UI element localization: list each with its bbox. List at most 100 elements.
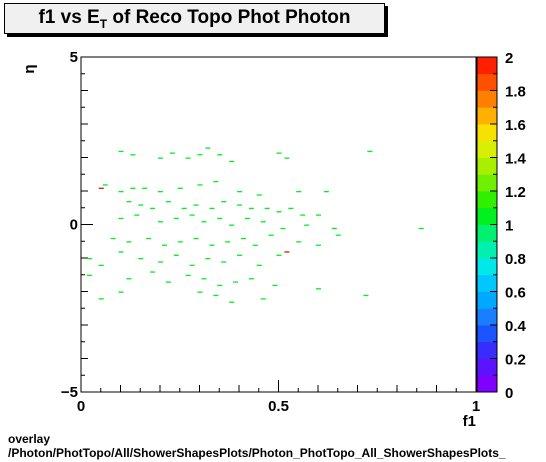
data-cell	[165, 281, 171, 283]
data-cell	[118, 251, 124, 253]
x-tick-label: 0.5	[268, 398, 289, 415]
data-cell	[138, 258, 144, 260]
data-cell	[161, 244, 167, 246]
footer-overlay-label: overlay	[8, 432, 51, 446]
data-cell	[316, 244, 321, 246]
data-cell	[276, 152, 282, 154]
palette-band	[477, 224, 497, 242]
data-cell	[197, 184, 203, 186]
data-cell	[189, 264, 195, 266]
data-cell	[177, 241, 183, 243]
x-tick-label: 1	[472, 398, 480, 415]
palette-band	[477, 107, 497, 125]
data-cell	[256, 264, 262, 266]
chart-title-main: f1 vs E	[38, 7, 100, 28]
data-cell	[130, 187, 136, 189]
data-marks	[86, 147, 424, 303]
data-cell	[284, 251, 290, 253]
data-cell	[272, 284, 278, 287]
palette-tick-label: 0.2	[505, 352, 526, 369]
data-cell	[138, 204, 144, 206]
y-tick-label: 0	[70, 217, 78, 234]
data-cell	[189, 214, 195, 216]
data-cell	[165, 201, 171, 203]
palette-band	[477, 274, 497, 292]
data-cell	[158, 221, 163, 223]
data-cell	[240, 237, 246, 240]
palette-band	[477, 57, 497, 75]
data-cell	[213, 180, 219, 183]
plot-frame	[80, 56, 477, 393]
data-cell	[268, 234, 274, 236]
data-cell	[193, 204, 199, 206]
data-cell	[217, 217, 223, 220]
data-cell	[134, 214, 140, 216]
data-cell	[146, 237, 152, 240]
data-cell	[248, 207, 254, 210]
palette-band	[477, 157, 497, 175]
data-cell	[126, 278, 132, 280]
data-cell	[260, 221, 266, 223]
data-cell	[316, 288, 321, 290]
data-cell	[233, 281, 239, 283]
data-cell	[118, 150, 124, 153]
color-palette: 0 0.2 0.4 0.6 0.8 1 1.2 1.4 1.6 1.8 2	[476, 50, 527, 402]
data-cell	[225, 241, 231, 243]
y-tick-label: −5	[61, 384, 78, 401]
data-cell	[98, 187, 104, 189]
data-cell	[126, 201, 132, 203]
data-cell	[252, 244, 258, 246]
data-cell	[98, 298, 104, 300]
data-cell	[237, 204, 242, 206]
data-cell	[217, 154, 223, 156]
data-cell	[150, 207, 156, 210]
palette-tick-label: 0.6	[505, 285, 526, 302]
data-cell	[316, 214, 321, 216]
data-cell	[197, 291, 203, 293]
chart-title-subscript: T	[99, 16, 108, 31]
palette-tick-label: 0.4	[505, 318, 527, 335]
data-cell	[221, 201, 227, 203]
data-cell	[205, 258, 211, 260]
data-cell	[158, 261, 163, 263]
data-cell	[217, 284, 223, 287]
data-cell	[118, 217, 124, 220]
data-cell	[110, 237, 116, 240]
palette-band	[477, 291, 497, 309]
palette-tick-label: 2	[505, 50, 513, 67]
data-cell	[296, 191, 302, 193]
palette-band	[477, 258, 497, 276]
footer-path: /Photon/PhotTopo/All/ShowerShapesPlots/P…	[8, 446, 506, 460]
data-cell	[150, 271, 156, 273]
data-cell	[173, 217, 179, 220]
data-cell	[237, 254, 242, 256]
palette-band	[477, 241, 497, 259]
data-cell	[197, 154, 203, 156]
palette-tick-label: 0.8	[505, 251, 526, 268]
data-cell	[205, 147, 211, 149]
data-cell	[181, 207, 187, 210]
palette-band	[477, 90, 497, 108]
palette-tick-label: 0	[505, 385, 513, 402]
palette-band	[477, 207, 497, 225]
palette-tick-label: 1.6	[505, 117, 526, 134]
data-cell	[118, 191, 124, 193]
palette-band	[477, 375, 497, 393]
data-cell	[185, 274, 191, 277]
palette-band	[477, 124, 497, 142]
data-cell	[229, 301, 235, 303]
data-cell	[276, 254, 282, 256]
palette-tick-label: 1.8	[505, 84, 526, 101]
data-cell	[209, 207, 215, 210]
palette-tick-label: 1.4	[505, 151, 527, 168]
palette-tick-label: 1	[505, 218, 513, 235]
data-cell	[256, 194, 262, 196]
chart-title-box: f1 vs ET of Reco Topo Phot Photon	[4, 3, 385, 34]
data-cell	[86, 274, 92, 277]
data-cell	[102, 184, 108, 186]
palette-band	[477, 358, 497, 376]
data-cell	[237, 191, 242, 193]
palette-band	[477, 73, 497, 91]
data-cell	[300, 214, 306, 216]
